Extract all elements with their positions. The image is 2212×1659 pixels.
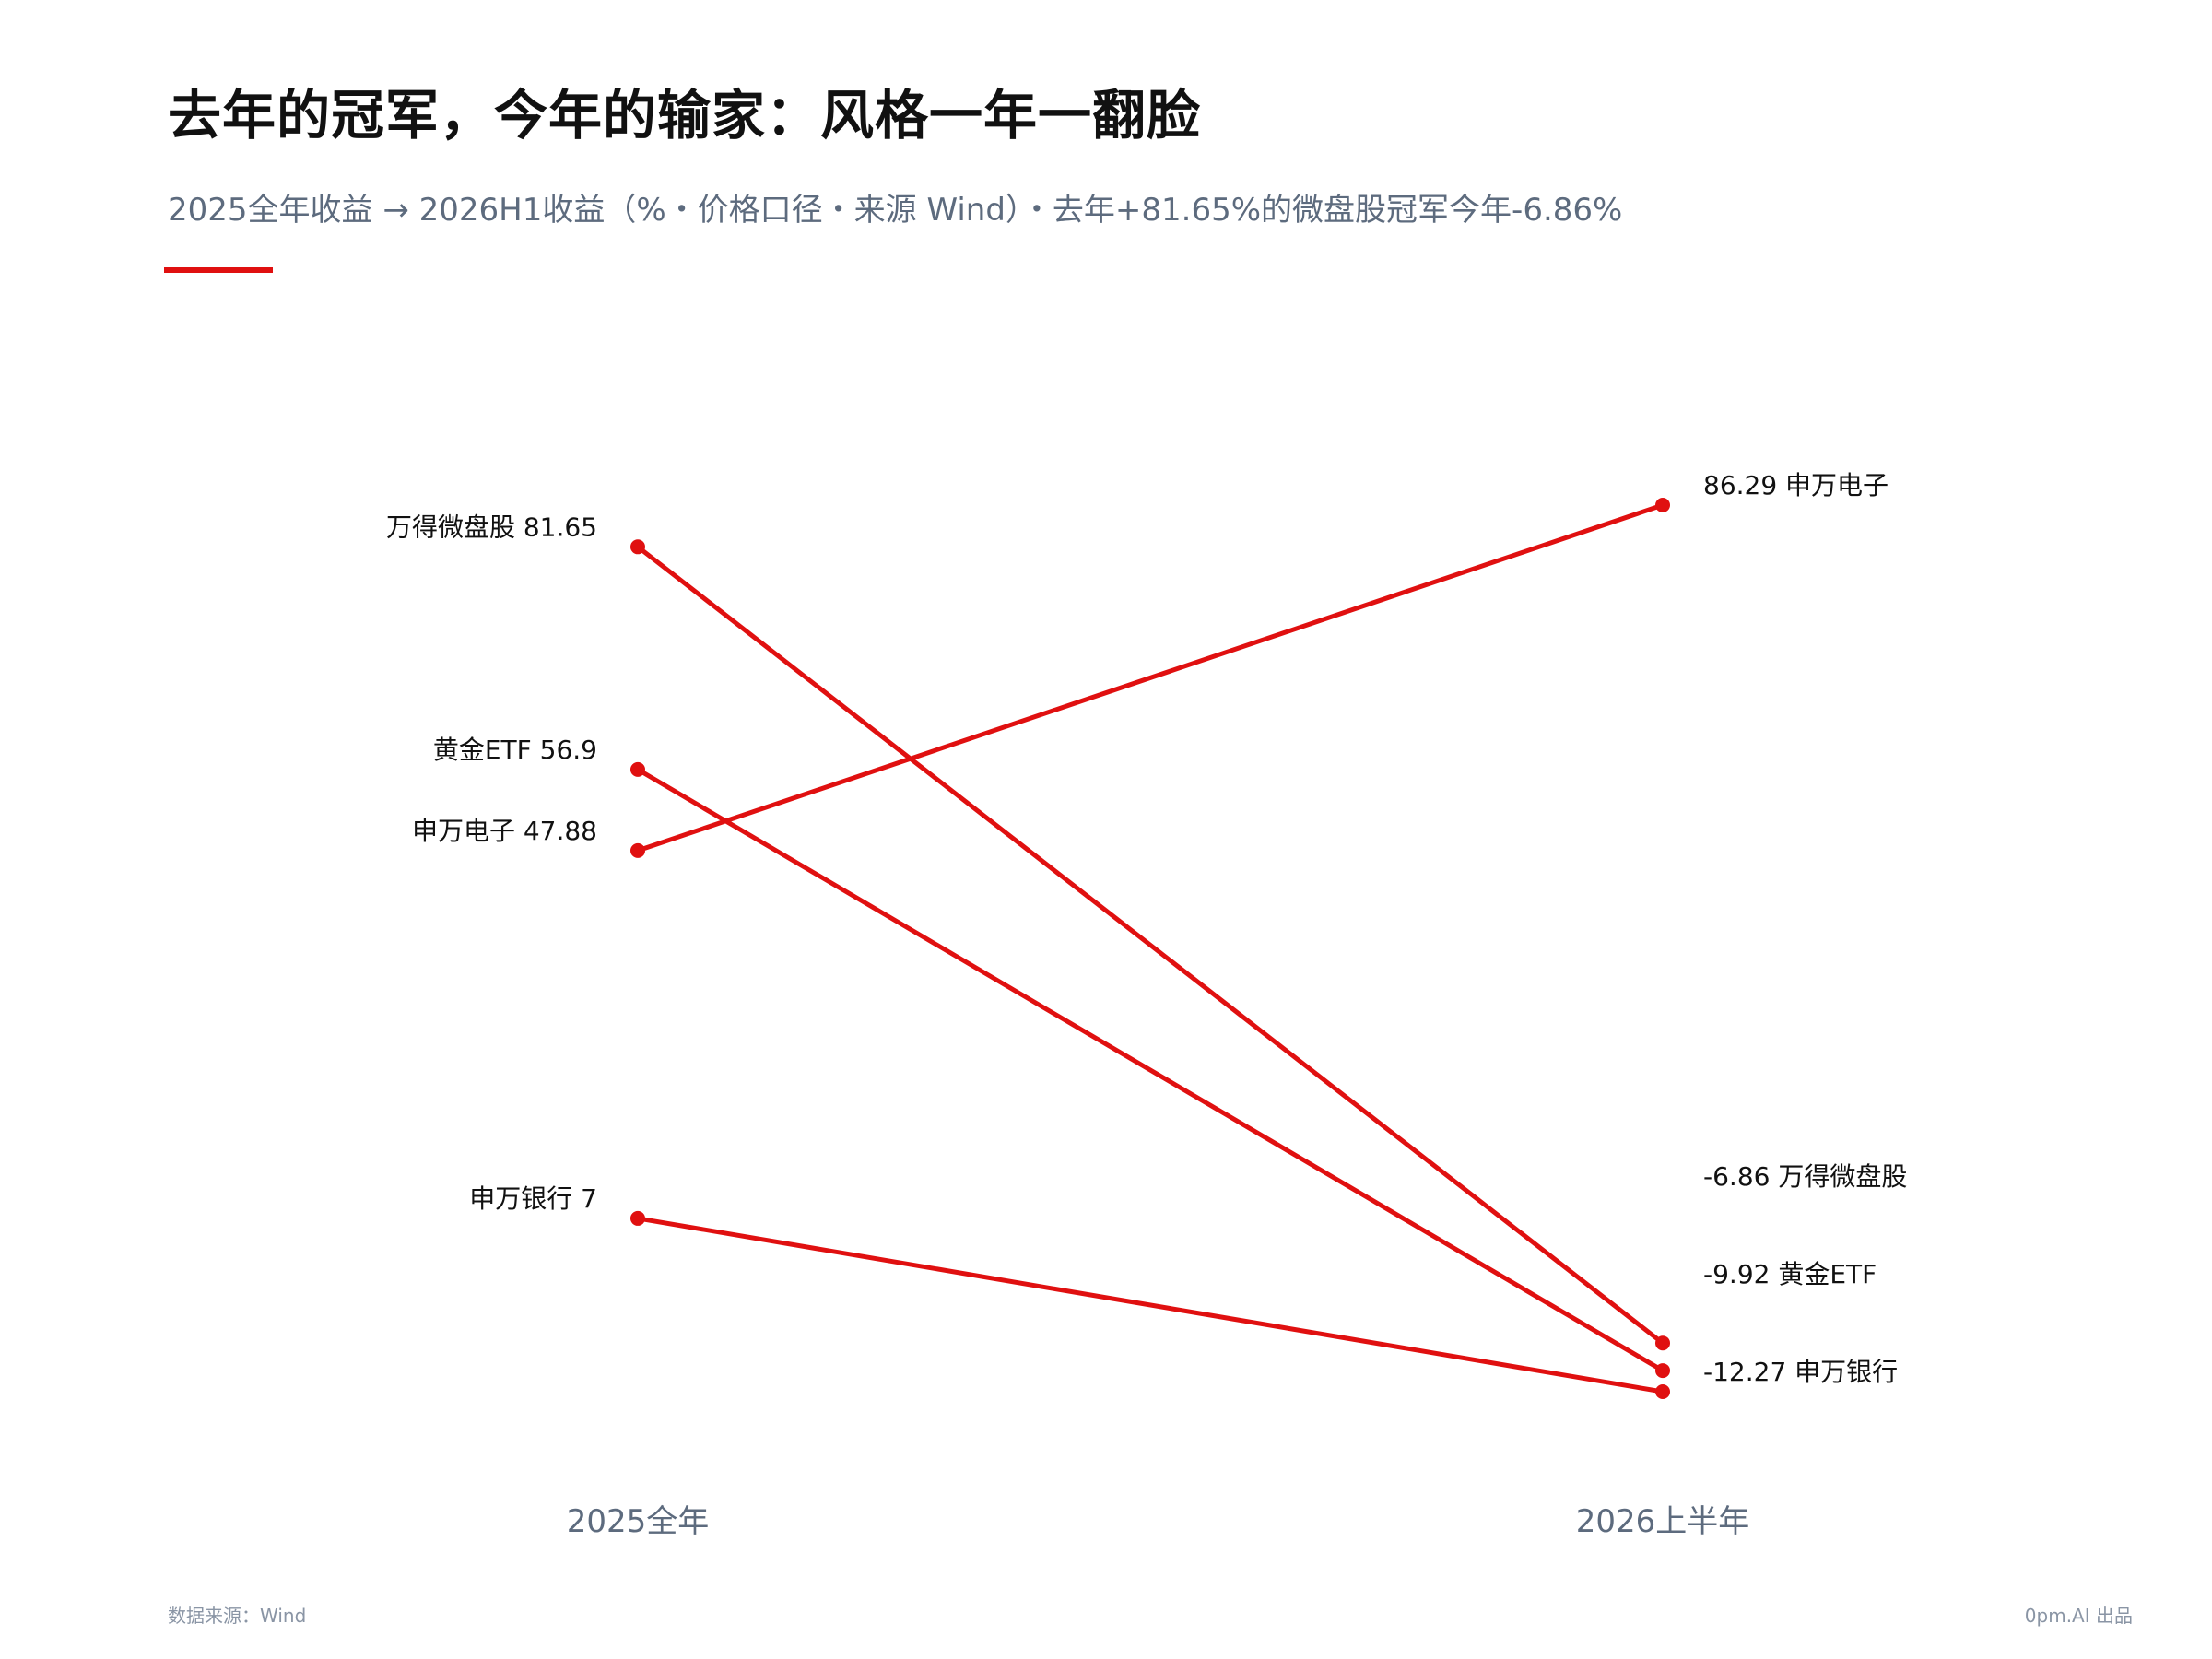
series-2-point-end <box>1655 498 1670 512</box>
footer-source: 数据来源：Wind <box>168 1605 307 1627</box>
footer-credit: 0pm.AI 出品 <box>2024 1605 2133 1627</box>
series-1-end-label: -9.92 黄金ETF <box>1703 1259 1877 1289</box>
series-points <box>630 498 1670 1399</box>
chart-title: 去年的冠军，今年的输家：风格一年一翻脸 <box>168 84 1202 147</box>
series-0-point-end <box>1655 1335 1670 1351</box>
series-lines <box>635 502 1665 1394</box>
series-0-end-label: -6.86 万得微盘股 <box>1703 1161 1907 1192</box>
series-2-line <box>635 502 1665 853</box>
series-3-start-label: 申万银行 7 <box>469 1183 597 1214</box>
series-1-start-label: 黄金ETF 56.9 <box>433 735 597 765</box>
accent-rule <box>164 267 273 273</box>
series-0-line <box>635 544 1665 1346</box>
series-1-point-start <box>630 761 645 777</box>
series-0-point-start <box>630 539 645 555</box>
series-2-start-label: 申万电子 47.88 <box>412 816 597 846</box>
series-2-point-start <box>630 842 645 858</box>
series-3-end-label: -12.27 申万银行 <box>1703 1357 1898 1387</box>
series-1-line <box>635 767 1665 1373</box>
series-0-start-label: 万得微盘股 81.65 <box>386 512 597 542</box>
series-labels: 万得微盘股 81.65 -6.86 万得微盘股 黄金ETF 56.9 -9.92 黄金… <box>386 470 1907 1387</box>
category-labels: 2025全年 2026上半年 <box>567 1503 1750 1540</box>
series-3-point-end <box>1655 1384 1670 1399</box>
category-label-0: 2025全年 <box>567 1503 710 1540</box>
series-1-point-end <box>1655 1363 1670 1379</box>
series-2-end-label: 86.29 申万电子 <box>1703 470 1888 500</box>
series-3-line <box>635 1216 1665 1394</box>
category-label-1: 2026上半年 <box>1576 1503 1750 1540</box>
series-3-point-start <box>630 1210 645 1226</box>
chart-subtitle: 2025全年收益 → 2026H1收益（%・价格口径・来源 Wind）・去年+8… <box>168 192 1623 229</box>
